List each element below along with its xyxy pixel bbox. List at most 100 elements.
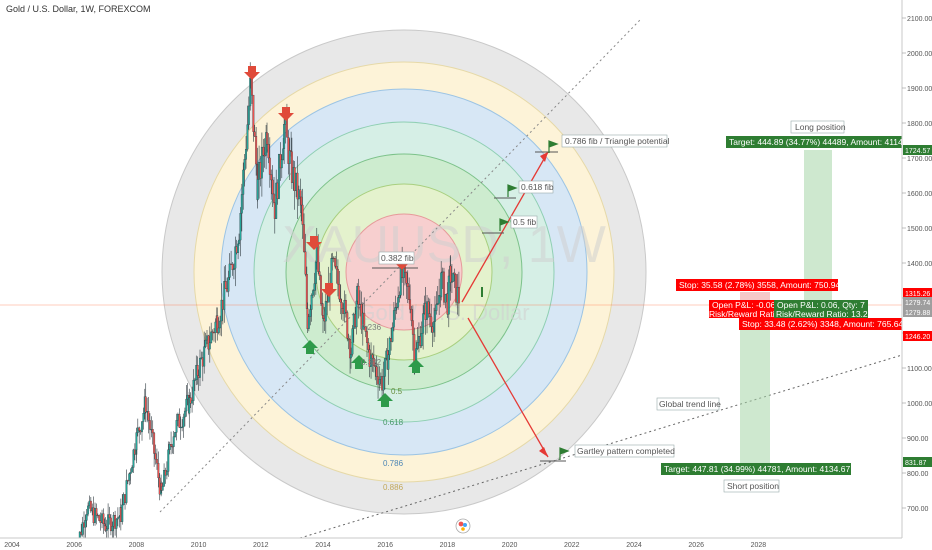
up-arrow-icon [351, 355, 367, 369]
time-tick-label: 2024 [626, 542, 642, 549]
candle-body [132, 449, 135, 468]
annotation-box[interactable] [790, 120, 845, 134]
candle-body [370, 354, 372, 367]
price-tick-label: 1400.00 [907, 261, 932, 268]
price-level-label: 1315.26 [905, 291, 930, 298]
candle-body [148, 420, 151, 430]
candle-body [104, 525, 107, 531]
candle-body [318, 271, 321, 276]
price-tick-label: 1900.00 [907, 86, 932, 93]
candle-body [405, 272, 408, 284]
time-axis-bg[interactable] [0, 538, 932, 550]
candle-body [452, 272, 455, 282]
candle-body [300, 196, 303, 206]
annotation-box[interactable] [723, 479, 780, 493]
candle-body [271, 179, 274, 195]
candle-body [428, 313, 431, 318]
price-tick-label: 1700.00 [907, 156, 932, 163]
price-axis-bg[interactable] [902, 0, 932, 538]
long-position-tool[interactable] [804, 150, 832, 317]
short-target-label[interactable] [661, 463, 851, 475]
price-tick-label: 2000.00 [907, 51, 932, 58]
price-tick-label: 700.00 [907, 506, 929, 513]
candle-body [410, 309, 413, 321]
annotation-gartley: Gartley pattern completed [577, 446, 675, 456]
candle-body [131, 467, 133, 473]
candle-body [267, 144, 270, 159]
candle-body [224, 281, 227, 289]
candle-body [303, 224, 305, 252]
candle-body [282, 148, 285, 160]
candle-body [364, 326, 367, 332]
price-level-badge[interactable] [903, 288, 932, 298]
annotation-box[interactable] [378, 251, 415, 265]
candle-body [280, 159, 283, 169]
price-tick-label: 800.00 [907, 471, 929, 478]
annotation-box[interactable] [561, 134, 668, 148]
price-level-badge[interactable] [903, 297, 932, 307]
candle-body [324, 300, 327, 322]
candle-body [227, 277, 230, 292]
candle-body [135, 432, 138, 451]
candle-body [129, 472, 132, 474]
candle-body [237, 243, 240, 253]
time-tick-label: 2012 [253, 542, 269, 549]
long-stop-label[interactable] [676, 279, 838, 291]
annotation-box[interactable] [510, 215, 538, 229]
short-stop-text: Stop: 33.48 (2.62%) 3348, Amount: 765.64 [742, 319, 903, 329]
candle-body [374, 365, 377, 367]
candle-body [260, 146, 263, 179]
projection-down-arrowhead [539, 447, 548, 457]
position-labels: Target: 444.89 (34.77%) 44489, Amount: 4… [661, 136, 905, 475]
down-arrow-icon [306, 236, 322, 250]
candle-body [196, 364, 199, 376]
short-stop-label[interactable] [739, 318, 903, 330]
long-open-pl-label[interactable] [774, 300, 868, 318]
candle-body [288, 150, 291, 164]
price-level-badge[interactable] [903, 457, 932, 467]
time-tick-label: 2020 [502, 542, 518, 549]
candle-body [447, 275, 450, 315]
fib-circle-labels: 0.236 0.382 0.5 0.618 0.786 0.886 [361, 323, 404, 492]
candle-body [392, 310, 395, 328]
candle-body [165, 471, 168, 476]
price-level-badge[interactable] [903, 307, 932, 317]
long-target-label[interactable] [726, 136, 902, 148]
time-tick-label: 2026 [688, 542, 704, 549]
candle-body [255, 136, 258, 165]
candle-body [408, 286, 411, 300]
price-axis-ticks: 700.00800.00900.001000.001100.001200.001… [902, 16, 932, 513]
annotation-box[interactable] [574, 444, 675, 458]
up-arrow-icon [302, 340, 318, 354]
candle-body [383, 358, 386, 377]
candle-body [436, 303, 439, 305]
flag-markers [481, 140, 570, 460]
candle-body [191, 400, 194, 404]
candle-body [340, 302, 343, 309]
short-open-pl-label[interactable] [709, 300, 774, 318]
candle-body [142, 413, 145, 422]
candle-body [449, 265, 452, 283]
candle-body [310, 295, 313, 310]
price-level-label: 831.87 [905, 460, 927, 467]
price-level-badge[interactable] [903, 145, 932, 155]
price-level-badge[interactable] [903, 331, 932, 341]
candle-body [304, 251, 307, 275]
candle-body [208, 342, 211, 350]
candle-body [375, 366, 378, 377]
candle-body [336, 268, 339, 285]
annotation-box[interactable] [518, 180, 554, 194]
short-open-pl-text: Open P&L: -0.06 [712, 300, 776, 310]
candle-body [422, 313, 425, 334]
annotation-box[interactable] [656, 397, 720, 411]
candle-body [214, 321, 217, 333]
up-arrow-icon [408, 359, 424, 373]
price-level-badges: 1724.57 1315.26 1279.74 1279.88 1246.20 831.8… [903, 145, 932, 467]
annotation-labels: 0.786 fib / Triangle potential 0.618 fib… [378, 120, 846, 493]
candle-body [240, 194, 243, 214]
candle-body [153, 432, 156, 454]
candle-body [170, 444, 173, 447]
candle-body [107, 514, 110, 530]
candle-body [372, 357, 375, 366]
